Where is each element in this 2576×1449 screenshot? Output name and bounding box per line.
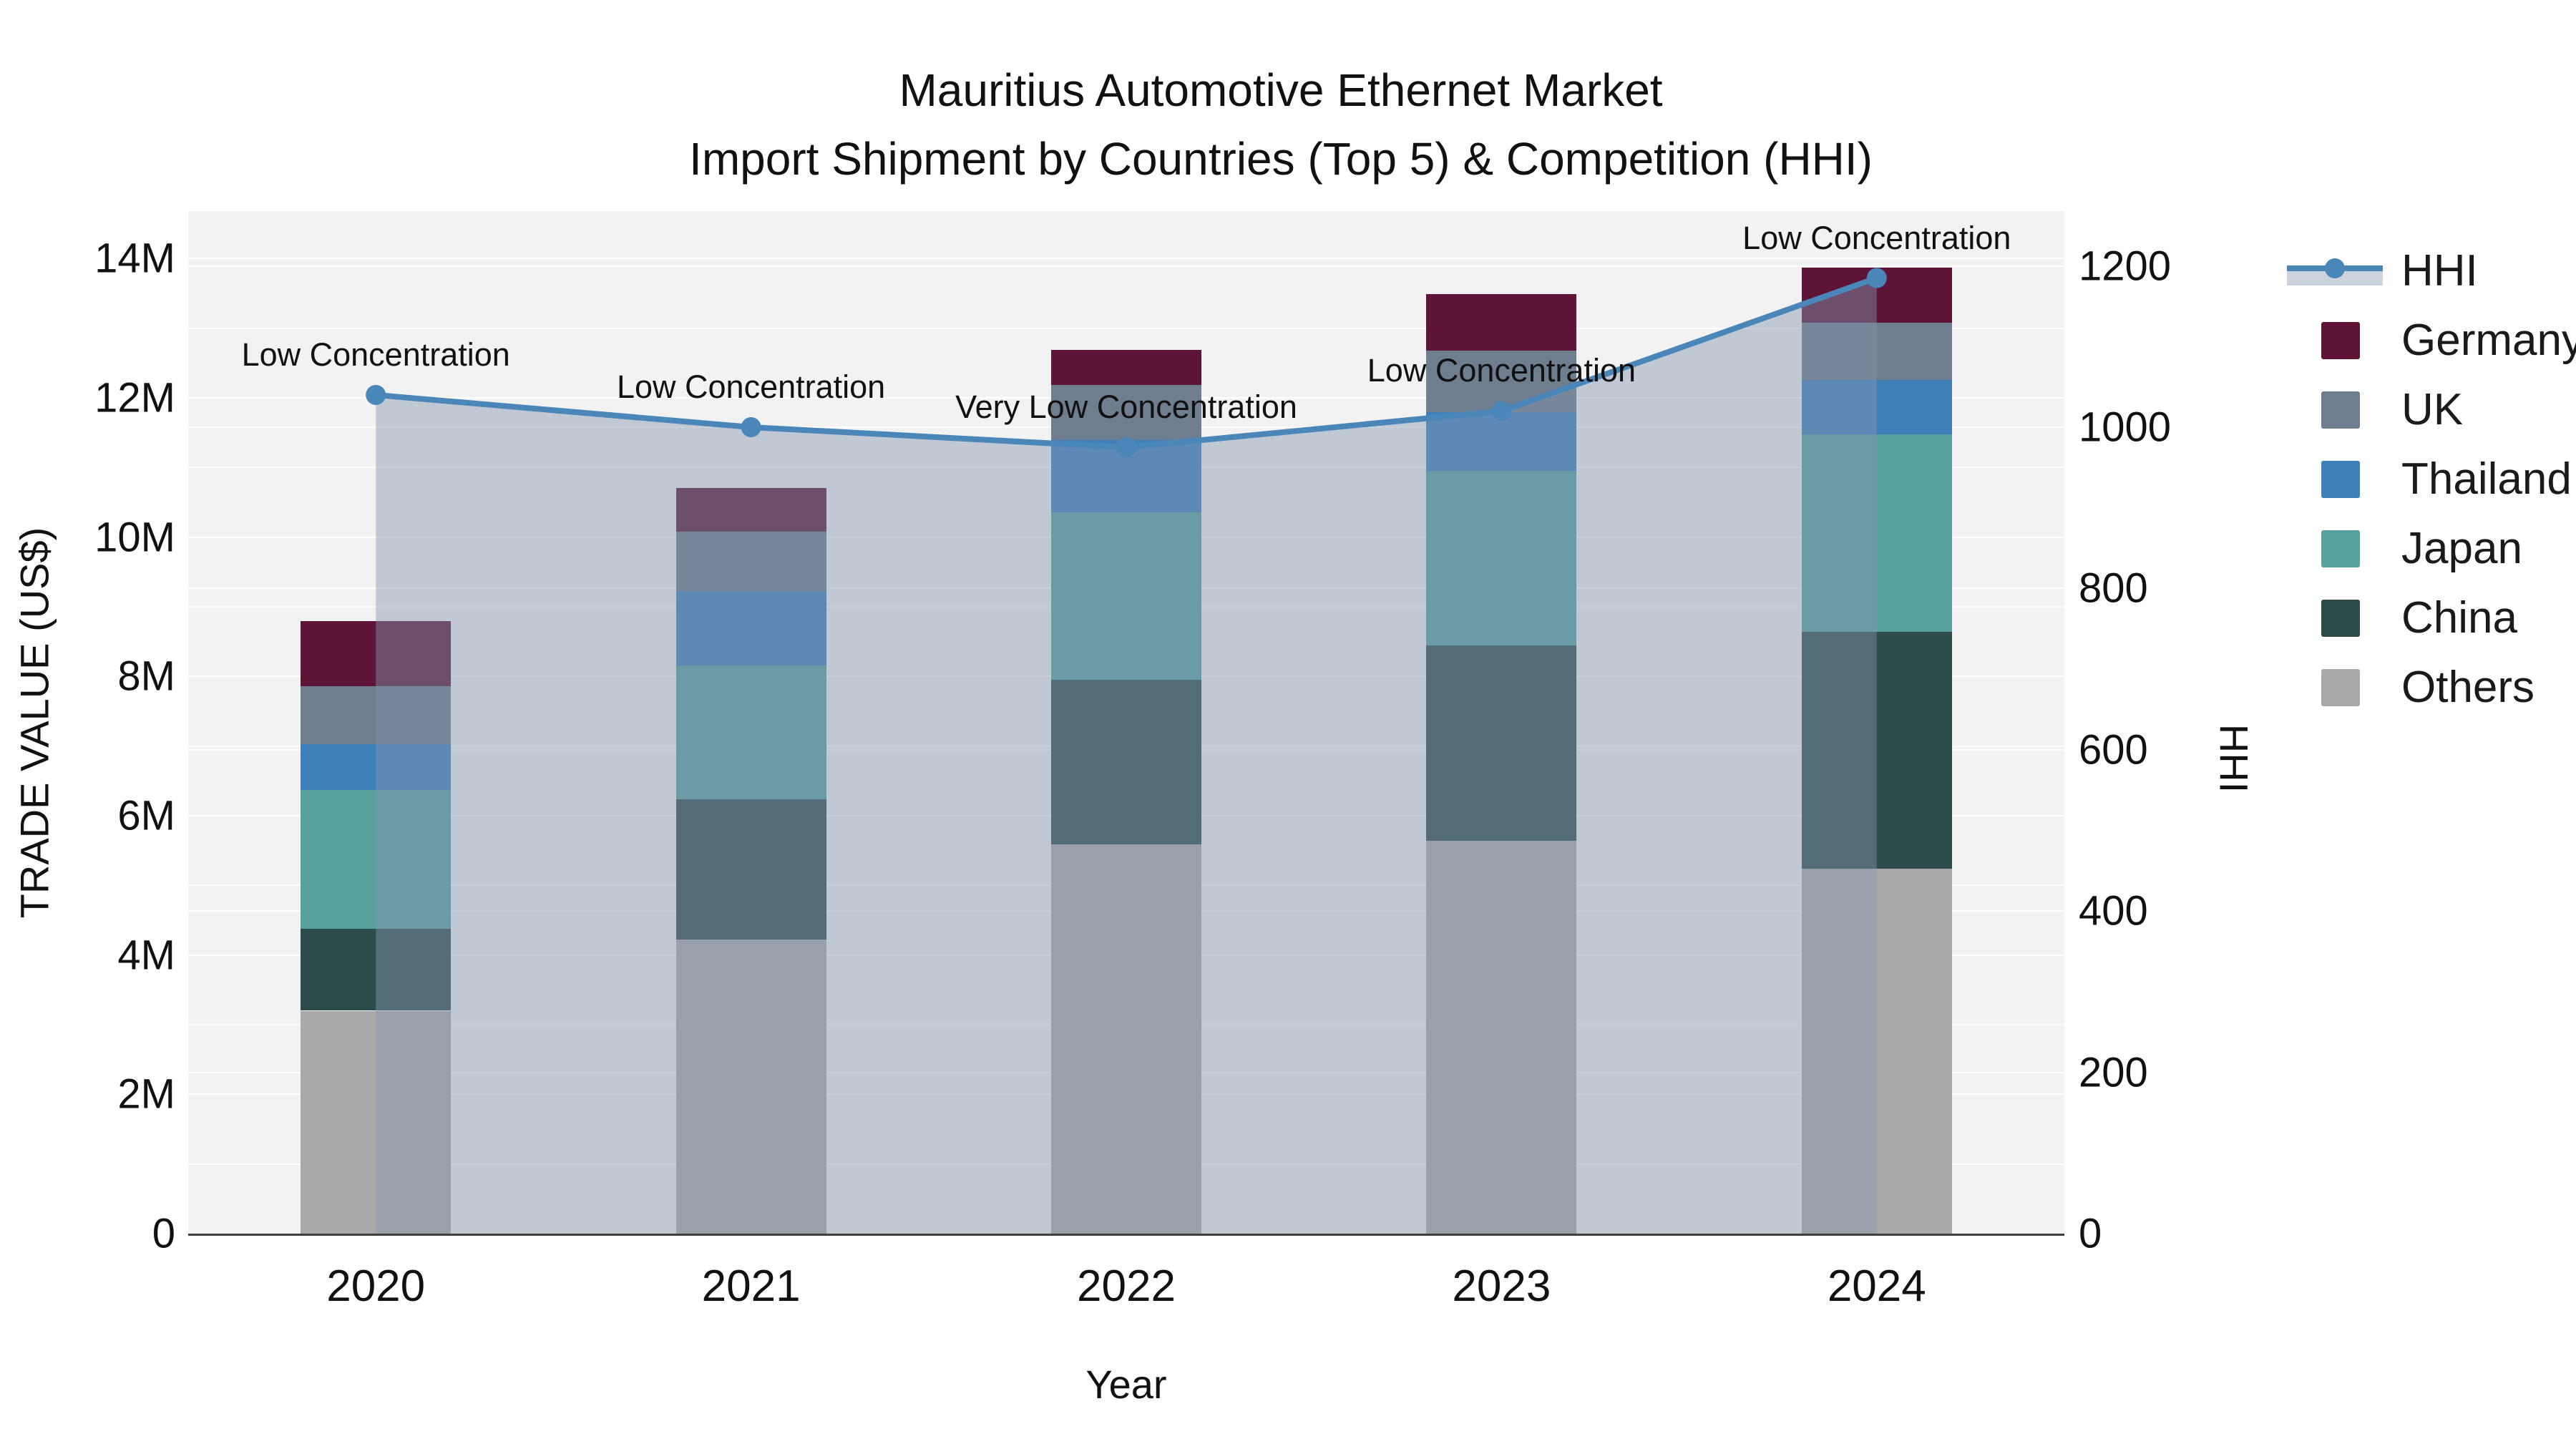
legend-label: Germany: [2401, 316, 2576, 365]
y-left-tick-0: 0: [152, 1210, 175, 1257]
bar-segment-japan-2024: [1801, 434, 1952, 632]
y-right-tick-0: 0: [2079, 1210, 2102, 1257]
hhi-marker-2021: [741, 417, 761, 438]
bar-segment-china-2024: [1801, 631, 1952, 869]
legend-item-thailand[interactable]: Thailand: [2287, 444, 2576, 514]
bar-segment-others-2022: [1051, 844, 1201, 1234]
bar-segment-uk-2024: [1801, 322, 1952, 380]
annotation-2022: Very Low Concentration: [955, 389, 1297, 426]
bar-segment-china-2021: [675, 799, 826, 940]
gridline-right: [188, 265, 2064, 267]
hhi-marker-2022: [1116, 437, 1136, 458]
bar-segment-japan-2023: [1426, 471, 1577, 646]
legend-label: Thailand: [2401, 454, 2572, 504]
legend-item-germany[interactable]: Germany: [2287, 306, 2576, 375]
y-right-tick-400: 400: [2079, 887, 2148, 935]
hhi-line-layer: [366, 268, 1887, 1234]
x-tick-2023: 2023: [1452, 1262, 1551, 1311]
y-left-tick-6M: 6M: [117, 792, 175, 839]
annotation-2024: Low Concentration: [1742, 219, 2011, 256]
x-tick-2020: 2020: [326, 1262, 426, 1311]
legend-swatch-icon: [2321, 321, 2360, 359]
hhi-marker-2023: [1491, 401, 1512, 421]
chart-title-line2: Import Shipment by Countries (Top 5) & C…: [689, 133, 1873, 185]
legend: HHI Germany UK Thailand Japan China Others: [2287, 236, 2576, 722]
bar-segment-others-2023: [1426, 840, 1577, 1234]
legend-item-china[interactable]: China: [2287, 583, 2576, 653]
bar-segment-others-2020: [301, 1010, 452, 1234]
bar-segment-china-2023: [1426, 645, 1577, 841]
legend-swatch-icon: [2321, 530, 2360, 567]
y-left-tick-2M: 2M: [117, 1070, 175, 1118]
bar-segment-thailand-2024: [1801, 379, 1952, 435]
annotation-2020: Low Concentration: [241, 336, 510, 373]
chart-title: Mauritius Automotive Ethernet Market Imp…: [0, 56, 2562, 193]
bar-segment-uk-2020: [301, 686, 452, 744]
legend-swatch-icon: [2321, 668, 2360, 706]
bar-segment-germany-2020: [301, 621, 452, 686]
y-left-tick-12M: 12M: [94, 374, 175, 421]
bar-segment-germany-2023: [1426, 293, 1577, 351]
y-left-tick-4M: 4M: [117, 932, 175, 979]
legend-item-others[interactable]: Others: [2287, 653, 2576, 722]
hhi-area-fill: [376, 278, 1877, 1234]
legend-item-hhi[interactable]: HHI: [2287, 236, 2576, 306]
bar-segment-germany-2022: [1051, 349, 1201, 386]
hhi-marker-2024: [1866, 268, 1887, 288]
legend-item-japan[interactable]: Japan: [2287, 514, 2576, 583]
y-axis-left-title: TRADE VALUE (US$): [11, 527, 57, 918]
y-axis-right-title: HHI: [2211, 723, 2257, 793]
chart-title-line1: Mauritius Automotive Ethernet Market: [899, 64, 1663, 116]
legend-label: UK: [2401, 385, 2464, 434]
bar-segment-japan-2020: [301, 789, 452, 929]
legend-label: Japan: [2401, 524, 2522, 573]
bar-segment-thailand-2023: [1426, 412, 1577, 472]
gridline-left: [188, 258, 2064, 260]
x-tick-2022: 2022: [1077, 1262, 1176, 1311]
legend-label: Others: [2401, 663, 2535, 712]
bar-segment-japan-2021: [675, 665, 826, 799]
y-right-tick-800: 800: [2079, 565, 2148, 612]
x-axis-title: Year: [1085, 1362, 1167, 1407]
legend-label: China: [2401, 593, 2517, 643]
legend-swatch-icon: [2321, 599, 2360, 637]
gridline-left: [188, 327, 2064, 329]
bar-segment-uk-2021: [675, 531, 826, 591]
bar-segment-thailand-2021: [675, 590, 826, 665]
bar-segment-uk-2022: [1051, 385, 1201, 441]
bar-segment-thailand-2020: [301, 743, 452, 790]
y-right-tick-1200: 1200: [2079, 243, 2172, 290]
bar-segment-china-2020: [301, 928, 452, 1011]
y-left-tick-8M: 8M: [117, 653, 175, 700]
plot-area: [188, 211, 2064, 1234]
legend-hhi-line-sample-icon: [2287, 250, 2383, 293]
x-tick-2024: 2024: [1827, 1262, 1926, 1311]
y-right-tick-200: 200: [2079, 1049, 2148, 1096]
bar-segment-others-2024: [1801, 868, 1952, 1234]
hhi-marker-2020: [366, 384, 386, 405]
bar-segment-japan-2022: [1051, 512, 1201, 680]
legend-label: HHI: [2401, 246, 2478, 296]
y-left-tick-14M: 14M: [94, 235, 175, 282]
y-right-tick-600: 600: [2079, 726, 2148, 774]
bar-segment-others-2021: [675, 940, 826, 1234]
legend-swatch-icon: [2321, 391, 2360, 429]
x-axis-line: [188, 1234, 2064, 1236]
y-left-tick-10M: 10M: [94, 514, 175, 561]
legend-item-uk[interactable]: UK: [2287, 375, 2576, 444]
bar-segment-china-2022: [1051, 680, 1201, 844]
y-right-tick-1000: 1000: [2079, 404, 2172, 451]
annotation-2023: Low Concentration: [1367, 352, 1636, 389]
annotation-2021: Low Concentration: [616, 369, 886, 406]
bar-segment-germany-2021: [675, 488, 826, 532]
legend-swatch-icon: [2321, 460, 2360, 498]
x-tick-2021: 2021: [701, 1262, 801, 1311]
